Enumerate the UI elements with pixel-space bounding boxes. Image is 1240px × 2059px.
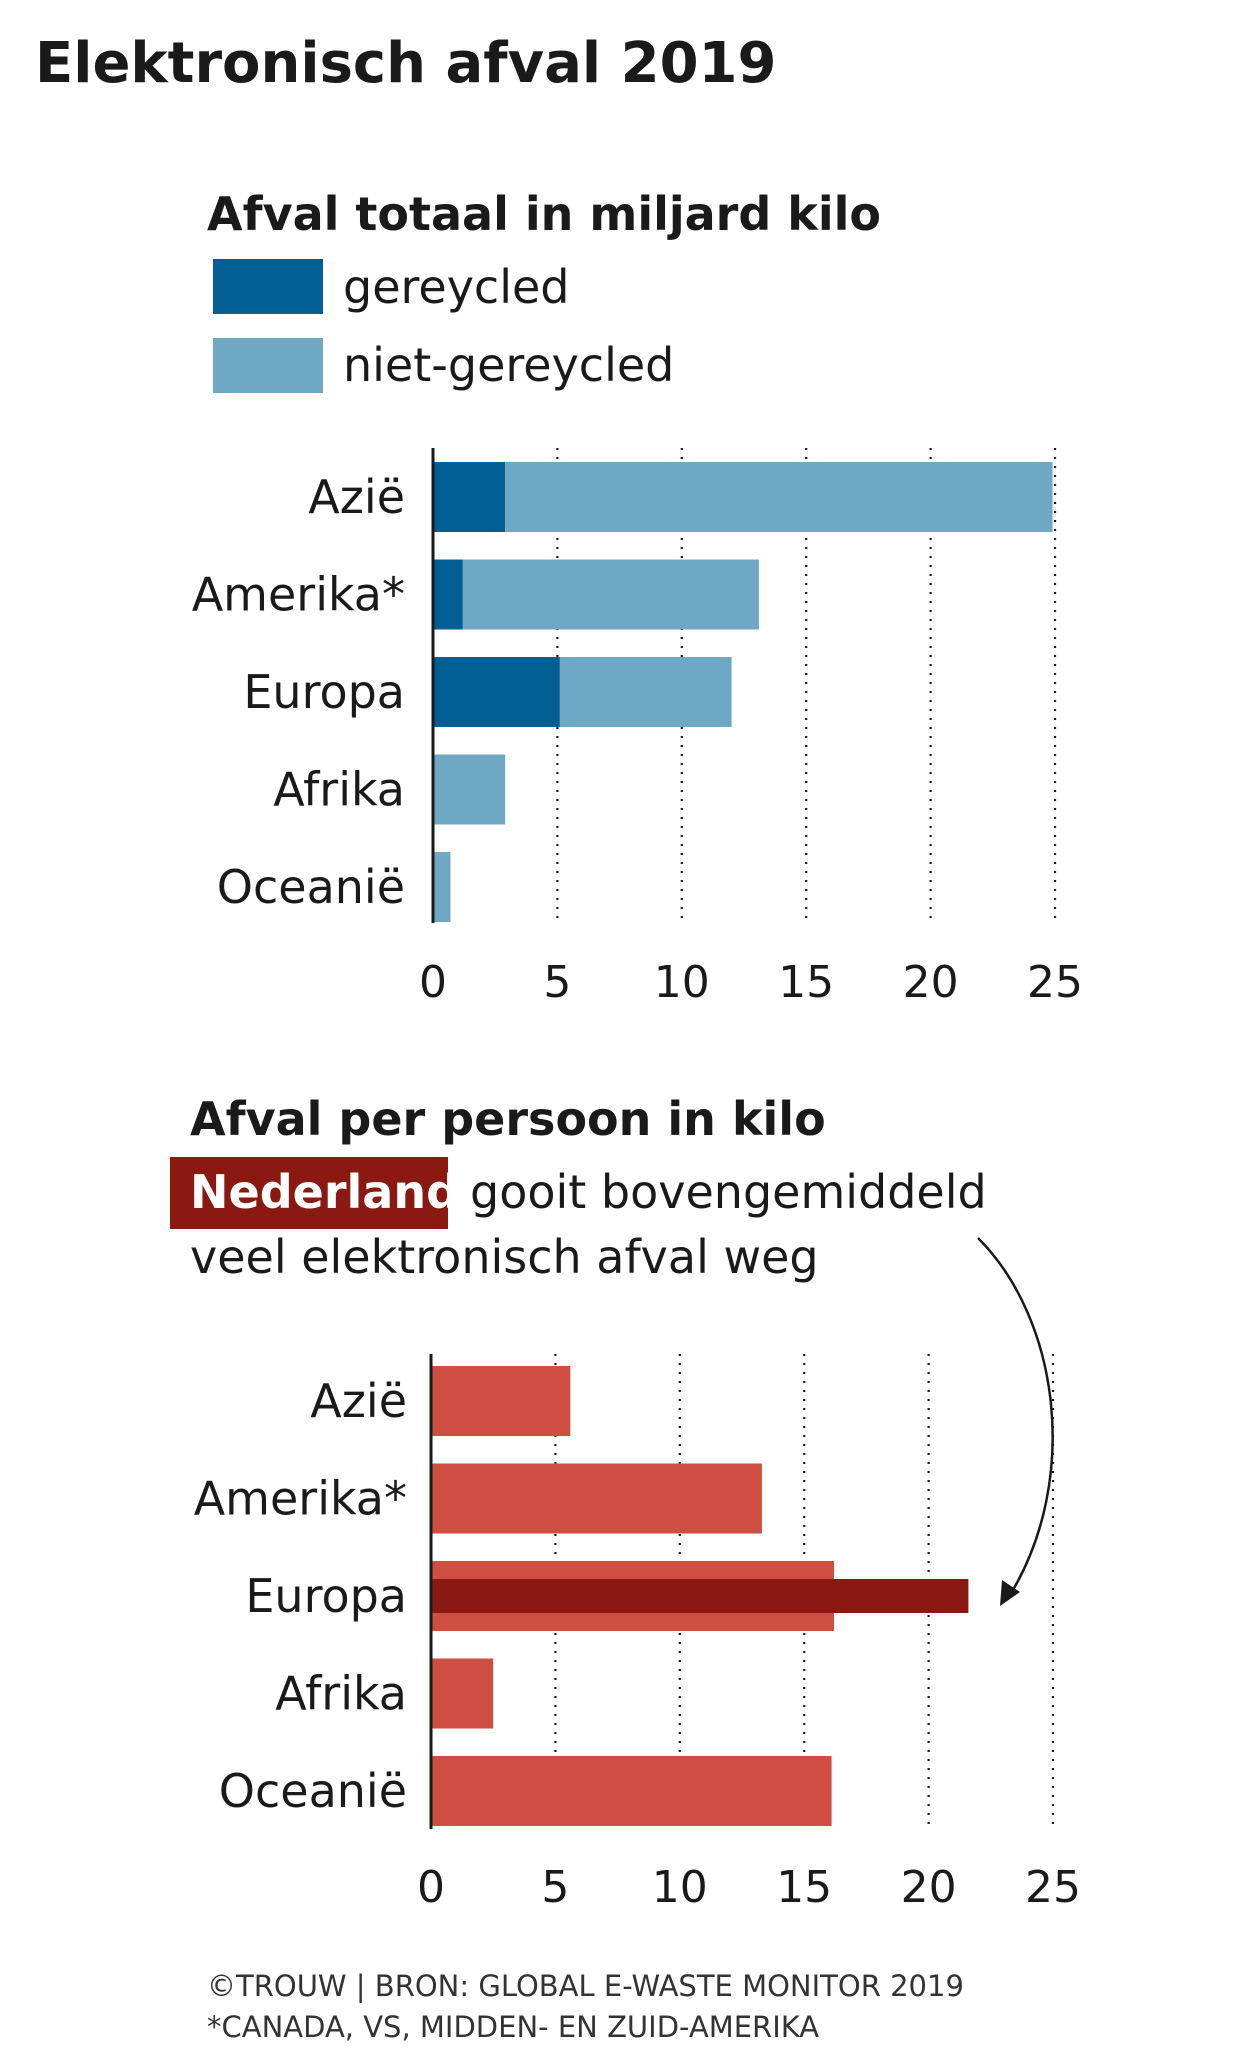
netherlands-highlight-box bbox=[170, 1157, 448, 1229]
category-label-amerika: Amerika* bbox=[192, 568, 405, 622]
category-label-afrika: Afrika bbox=[275, 1667, 407, 1721]
bar-netherlands bbox=[431, 1579, 969, 1613]
per-person-chart-bars bbox=[429, 1354, 969, 1829]
bar-azi bbox=[431, 1366, 571, 1436]
category-label-oceani: Oceanië bbox=[219, 1764, 407, 1818]
total-chart-category-labels: Azië Amerika* Europa Afrika Oceanië bbox=[192, 470, 405, 914]
total-chart-x-tick-labels: 0 5 10 15 20 25 bbox=[419, 957, 1083, 1008]
per-person-chart-title: Afval per persoon in kilo bbox=[190, 1092, 826, 1146]
category-label-amerika: Amerika* bbox=[194, 1472, 407, 1526]
x-tick-label-5: 5 bbox=[541, 1862, 569, 1913]
bar-oceani-niet-gereycled bbox=[433, 852, 451, 922]
bar-europa-niet-gereycled bbox=[559, 657, 732, 727]
x-tick-label-25: 25 bbox=[1027, 957, 1083, 1008]
legend-swatch-recycled bbox=[213, 259, 323, 314]
x-tick-label-10: 10 bbox=[652, 1862, 708, 1913]
category-label-europa: Europa bbox=[245, 1569, 407, 1623]
x-tick-label-20: 20 bbox=[903, 957, 959, 1008]
bar-amerika bbox=[431, 1463, 762, 1534]
page-title: Elektronisch afval 2019 bbox=[35, 31, 776, 96]
total-chart-title: Afval totaal in miljard kilo bbox=[207, 187, 881, 241]
x-tick-label-25: 25 bbox=[1025, 1862, 1081, 1913]
bar-amerika-niet-gereycled bbox=[462, 559, 759, 630]
legend: gereycled niet-gereycled bbox=[213, 259, 674, 393]
netherlands-annotation: Nederland gooit bovengemiddeld veel elek… bbox=[170, 1157, 1054, 1606]
x-tick-label-20: 20 bbox=[901, 1862, 957, 1913]
bar-europa-gereycled bbox=[433, 657, 560, 727]
bar-azi-gereycled bbox=[433, 462, 506, 532]
category-label-europa: Europa bbox=[243, 665, 405, 719]
netherlands-highlight-label: Nederland bbox=[190, 1165, 459, 1219]
x-tick-label-0: 0 bbox=[419, 957, 447, 1008]
category-label-azi: Azië bbox=[310, 1374, 407, 1428]
bar-amerika-gereycled bbox=[433, 559, 463, 630]
x-tick-label-15: 15 bbox=[778, 957, 834, 1008]
bar-afrika-niet-gereycled bbox=[433, 754, 506, 825]
annotation-line-1: gooit bovengemiddeld bbox=[470, 1165, 987, 1219]
source-credit: ©TROUW | BRON: GLOBAL E-WASTE MONITOR 20… bbox=[207, 1969, 964, 2003]
bar-afrika bbox=[431, 1658, 494, 1729]
total-chart-bars bbox=[431, 448, 1053, 923]
x-tick-label-10: 10 bbox=[654, 957, 710, 1008]
per-person-chart-x-tick-labels: 0 5 10 15 20 25 bbox=[417, 1862, 1081, 1913]
legend-label-not-recycled: niet-gereycled bbox=[343, 338, 674, 392]
x-tick-label-5: 5 bbox=[543, 957, 571, 1008]
legend-swatch-not-recycled bbox=[213, 338, 323, 393]
annotation-arrowhead bbox=[1000, 1580, 1020, 1606]
bar-azi-niet-gereycled bbox=[505, 462, 1053, 532]
per-person-chart: Afval per persoon in kilo Nederland gooi… bbox=[170, 1092, 1081, 1913]
bar-oceani bbox=[431, 1756, 832, 1826]
category-label-azi: Azië bbox=[308, 470, 405, 524]
annotation-line-2: veel elektronisch afval weg bbox=[190, 1230, 819, 1284]
per-person-chart-category-labels: Azië Amerika* Europa Afrika Oceanië bbox=[194, 1374, 407, 1818]
category-label-oceani: Oceanië bbox=[217, 860, 405, 914]
annotation-arrow-curve bbox=[977, 1237, 1054, 1596]
x-tick-label-15: 15 bbox=[776, 1862, 832, 1913]
x-tick-label-0: 0 bbox=[417, 1862, 445, 1913]
total-waste-chart: Afval totaal in miljard kilo gereycled n… bbox=[192, 187, 1083, 1008]
legend-label-recycled: gereycled bbox=[343, 260, 570, 314]
category-label-afrika: Afrika bbox=[273, 763, 405, 817]
footnote: *CANADA, VS, MIDDEN- EN ZUID-AMERIKA bbox=[207, 2010, 819, 2044]
